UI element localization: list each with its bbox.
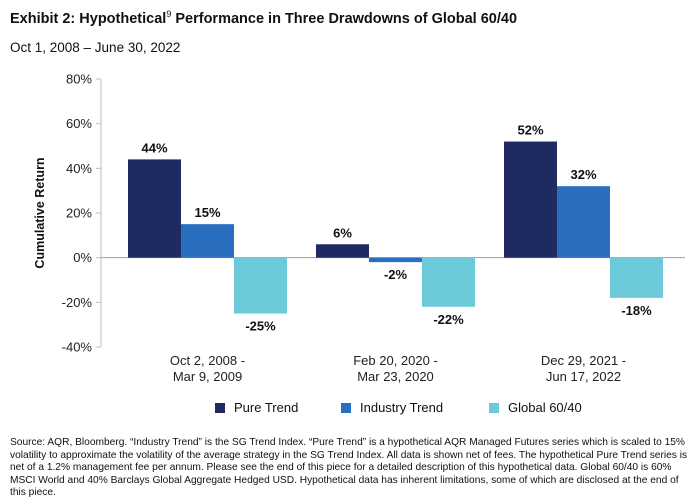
bar-industry-trend xyxy=(181,224,234,258)
data-label-industry-trend: 15% xyxy=(194,205,220,220)
data-label-global-6040: -25% xyxy=(245,319,276,334)
bar-pure-trend xyxy=(504,141,557,258)
bar-chart: -40% -20% 0% 20% 40% 60% 80% Cumulative Return O… xyxy=(33,72,685,384)
bar-global-6040 xyxy=(422,257,475,307)
data-label-industry-trend: -2% xyxy=(384,267,408,282)
category-label: Mar 23, 2020 xyxy=(357,369,434,384)
legend-item-pure-trend: Pure Trend xyxy=(215,400,298,415)
category-label: Dec 29, 2021 - xyxy=(541,353,626,368)
data-label-pure-trend: 52% xyxy=(517,123,543,138)
legend: Pure Trend Industry Trend Global 60/40 xyxy=(0,400,700,418)
bar-pure-trend xyxy=(128,159,181,258)
legend-label-pure-trend: Pure Trend xyxy=(234,400,299,415)
category-label: Mar 9, 2009 xyxy=(173,369,242,384)
legend-label-global-6040: Global 60/40 xyxy=(508,400,582,415)
y-tick-label: -20% xyxy=(62,295,93,310)
label-layer: 44% 6% 52% 15% -2% 32% -25% -22% -18% xyxy=(141,123,652,334)
legend-label-industry-trend: Industry Trend xyxy=(360,400,444,415)
legend-item-global-6040: Global 60/40 xyxy=(489,400,582,415)
category-label: Oct 2, 2008 - xyxy=(170,353,245,368)
legend-swatch-industry-trend xyxy=(341,402,351,413)
y-tick-label: 0% xyxy=(73,250,92,265)
data-label-industry-trend: 32% xyxy=(570,167,596,182)
category-label: Jun 17, 2022 xyxy=(546,369,621,384)
y-tick-label: -40% xyxy=(62,340,93,355)
y-tick-label: 40% xyxy=(66,161,92,176)
data-label-global-6040: -18% xyxy=(621,303,652,318)
bar-industry-trend xyxy=(557,186,610,258)
legend-swatch-global-6040 xyxy=(489,402,499,413)
data-label-pure-trend: 44% xyxy=(141,140,167,155)
chart-title: Exhibit 2: Hypothetical9 Performance in … xyxy=(10,9,517,27)
data-label-global-6040: -22% xyxy=(433,312,464,327)
y-axis-title: Cumulative Return xyxy=(33,157,47,268)
chart-title-rest: Performance in Three Drawdowns of Global… xyxy=(171,10,518,27)
y-tick-label: 60% xyxy=(66,116,92,131)
y-tick-label: 20% xyxy=(66,206,92,221)
legend-swatch-pure-trend xyxy=(215,402,225,413)
bar-layer xyxy=(128,141,663,314)
bar-global-6040 xyxy=(234,257,287,314)
category-label: Feb 20, 2020 - xyxy=(353,353,438,368)
footnote-marker: 9 xyxy=(166,9,172,19)
data-label-pure-trend: 6% xyxy=(333,225,352,240)
chart-title-main: Exhibit 2: Hypothetical xyxy=(10,10,167,27)
bar-global-6040 xyxy=(610,257,663,298)
bar-industry-trend xyxy=(369,257,422,263)
source-note: Source: AQR, Bloomberg. “Industry Trend”… xyxy=(10,437,688,498)
axis-layer: -40% -20% 0% 20% 40% 60% 80% Cumulative Return O… xyxy=(33,72,685,384)
chart-subtitle: Oct 1, 2008 – June 30, 2022 xyxy=(10,40,181,55)
legend-item-industry-trend: Industry Trend xyxy=(341,400,443,415)
bar-pure-trend xyxy=(316,244,369,258)
y-tick-label: 80% xyxy=(66,72,92,87)
